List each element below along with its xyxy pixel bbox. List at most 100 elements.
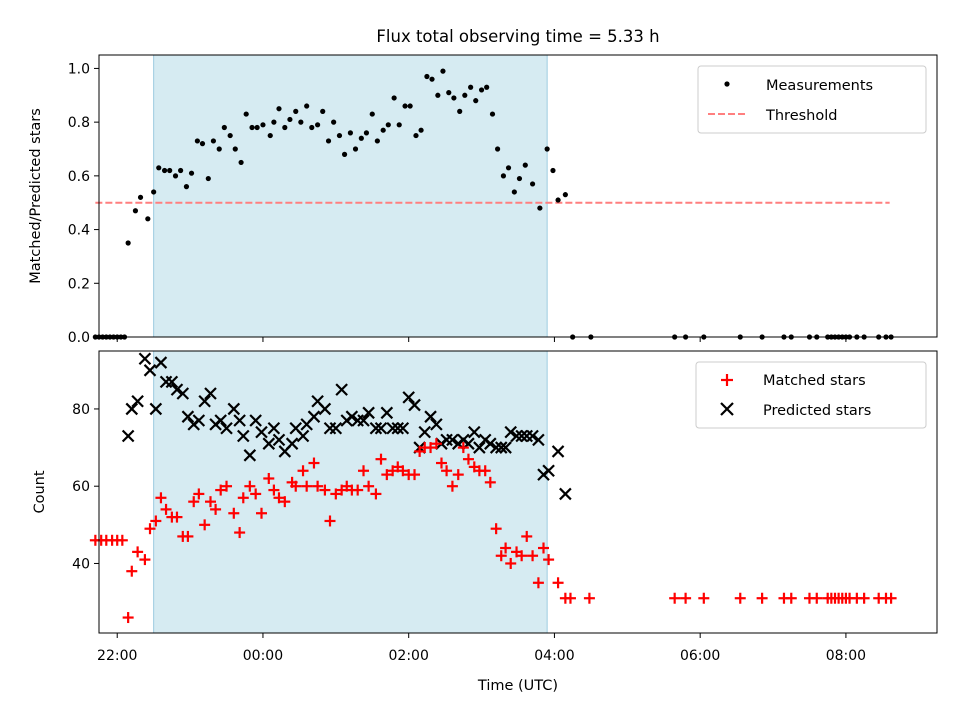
matched-star-point [457, 442, 469, 454]
top-y-tick-label: 0.0 [68, 330, 90, 346]
predicted-star-point [318, 402, 332, 416]
matched-star-point [462, 453, 474, 465]
measurement-point [529, 181, 536, 187]
matched-star-point [244, 480, 256, 492]
matched-star-point [297, 465, 309, 477]
predicted-star-point [138, 352, 152, 366]
top-shaded-region [153, 54, 548, 338]
measurement-point [271, 119, 277, 125]
matched-star-point [150, 515, 162, 527]
measurement-point [267, 132, 273, 139]
legend-threshold-label: Threshold [765, 108, 837, 124]
predicted-star-point [345, 410, 359, 423]
matched-star-point [312, 480, 324, 492]
legend-matched-label: Matched stars [763, 373, 866, 389]
predicted-star-point [131, 394, 144, 408]
matched-star-point [330, 488, 342, 500]
bottom-plot-frame [98, 350, 938, 634]
measurement-point [500, 173, 507, 179]
measurement-point [315, 122, 321, 128]
matched-star-point [538, 542, 550, 554]
measurement-point [178, 167, 184, 174]
measurement-point [484, 84, 490, 90]
matched-star-point [381, 469, 393, 481]
matched-star-point [199, 519, 211, 531]
matched-star-point [527, 550, 539, 562]
matched-star-point [234, 527, 246, 539]
predicted-star-point [220, 421, 233, 435]
predicted-star-point [510, 429, 523, 443]
matched-star-point [250, 488, 262, 500]
predicted-star-point [402, 391, 415, 404]
predicted-star-point [473, 441, 486, 454]
predicted-star-point [494, 441, 508, 454]
measurement-point [216, 146, 222, 152]
measurement-point [282, 124, 288, 131]
matched-star-point [237, 492, 249, 504]
matched-star-point [490, 523, 502, 535]
x-tick-label: 22:00 [97, 648, 137, 664]
predicted-star-point [468, 425, 481, 439]
bottom-y-tick-label: 80 [72, 402, 90, 418]
measurement-point [489, 111, 496, 117]
predicted-star-point [121, 429, 135, 443]
matched-star-point [370, 488, 382, 500]
predicted-star-point [499, 441, 512, 454]
measurement-point [352, 146, 359, 152]
matched-star-point [505, 557, 517, 569]
x-tick-label: 06:00 [680, 648, 720, 664]
measurement-point [537, 205, 543, 211]
matched-star-point [680, 592, 692, 604]
matched-star-point [132, 546, 144, 558]
measurement-point [249, 124, 255, 131]
measurement-point [478, 87, 485, 93]
matched-star-point [811, 592, 823, 604]
matched-star-point [500, 542, 512, 554]
measurement-point [435, 92, 441, 98]
matched-star-point [495, 550, 507, 562]
matched-star-point [301, 480, 313, 492]
measurement-point [205, 175, 211, 182]
matched-star-point [435, 457, 447, 469]
top-legend: Measurements Threshold [697, 65, 927, 134]
measurement-point [260, 122, 266, 128]
measurement-point [347, 130, 353, 136]
matched-star-point [669, 592, 681, 604]
predicted-star-point [176, 387, 190, 400]
legend-predicted-label: Predicted stars [763, 403, 871, 419]
matched-star-point [484, 476, 496, 488]
predicted-star-point [357, 414, 370, 427]
measurement-point [194, 138, 200, 144]
measurement-point [320, 108, 326, 114]
bottom-y-tick-label: 40 [72, 556, 90, 572]
predicted-star-point [125, 402, 139, 416]
matched-star-point [785, 592, 797, 604]
predicted-star-point [227, 402, 241, 416]
predicted-star-point [154, 356, 168, 369]
measurement-point [462, 92, 468, 98]
measurement-point [125, 240, 131, 246]
matched-star-point [358, 465, 370, 477]
predicted-star-point [369, 421, 383, 435]
matched-star-point [734, 592, 746, 604]
x-tick-label: 02:00 [389, 648, 429, 664]
measurement-point [188, 170, 195, 176]
matched-star-point [204, 496, 216, 508]
top-y-axis-label: Matched/Predicted stars [28, 108, 44, 284]
measurement-point [151, 189, 157, 195]
matched-star-point [516, 550, 528, 562]
predicted-star-point [391, 421, 405, 435]
measurement-point [304, 103, 310, 109]
top-plot-frame [98, 54, 938, 338]
matched-star-point [543, 554, 555, 566]
bottom-y-axis-label: Count [32, 470, 48, 513]
measurement-point [210, 138, 217, 144]
measurement-point [555, 197, 561, 203]
measurement-point [440, 68, 446, 74]
measurement-point [473, 98, 479, 104]
x-axis-label: Time (UTC) [477, 678, 558, 694]
measurement-point [391, 95, 397, 101]
predicted-star-point [446, 433, 459, 447]
top-panel: 0.0 0.2 0.4 0.6 0.8 1.0 Matched/Predicted sta… [28, 54, 938, 346]
matched-star-point [409, 469, 421, 481]
